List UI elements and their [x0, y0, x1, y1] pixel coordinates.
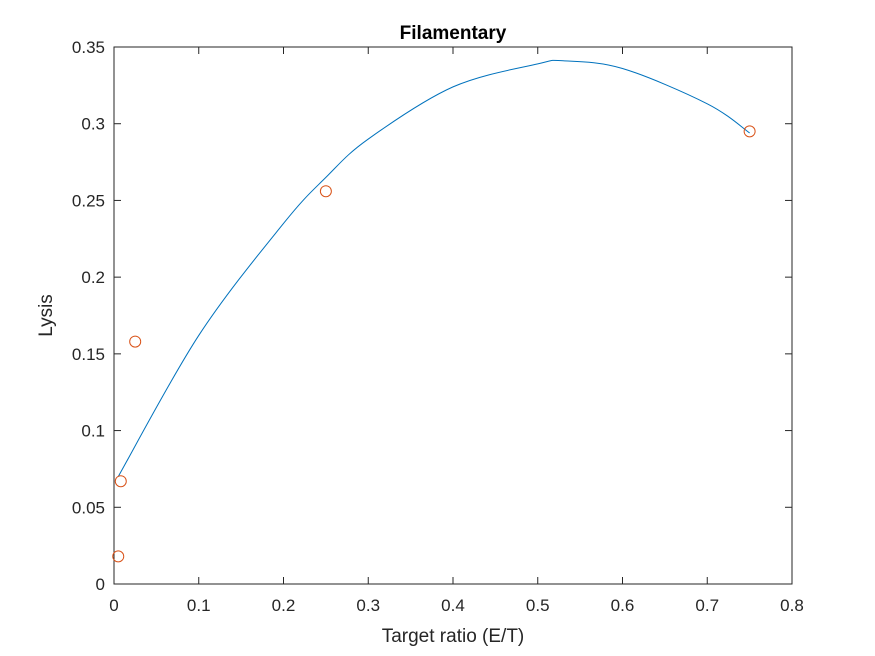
data-point: [112, 550, 125, 563]
y-tick-label: 0.35: [72, 38, 105, 57]
data-point: [114, 475, 127, 488]
x-tick-label: 0.7: [695, 596, 719, 615]
chart-title: Filamentary: [400, 23, 507, 44]
y-tick-label: 0.25: [72, 191, 105, 210]
x-tick-label: 0: [109, 596, 118, 615]
series-layer: [112, 59, 756, 563]
y-tick-label: 0.2: [81, 268, 105, 287]
x-tick-label: 0.2: [272, 596, 296, 615]
y-tick-label: 0.3: [81, 115, 105, 134]
y-axis-label: Lysis: [36, 294, 57, 337]
y-tick-label: 0: [96, 575, 105, 594]
y-tick-label: 0.1: [81, 422, 105, 441]
y-tick-label: 0.15: [72, 345, 105, 364]
y-axis: 0 0.05 0.1 0.15 0.2 0.25 0.3 0.35: [72, 38, 792, 594]
y-tick-label: 0.05: [72, 498, 105, 517]
data-point: [319, 185, 332, 198]
plot-area: 0 0.1 0.2 0.3 0.4 0.5 0.6 0.7 0.8 0 0.05 0.1 0.15 0.…: [72, 38, 804, 615]
x-tick-label: 0.8: [780, 596, 804, 615]
x-tick-label: 0.4: [441, 596, 465, 615]
data-point: [129, 335, 142, 348]
fit-curve-line: [117, 59, 750, 477]
x-axis: 0 0.1 0.2 0.3 0.4 0.5 0.6 0.7 0.8: [109, 47, 804, 615]
x-tick-label: 0.3: [356, 596, 380, 615]
axes-box: [113, 46, 793, 585]
x-tick-label: 0.6: [611, 596, 635, 615]
x-axis-label: Target ratio (E/T): [382, 626, 525, 647]
x-tick-label: 0.5: [526, 596, 550, 615]
data-point: [743, 125, 756, 138]
x-tick-label: 0.1: [187, 596, 211, 615]
